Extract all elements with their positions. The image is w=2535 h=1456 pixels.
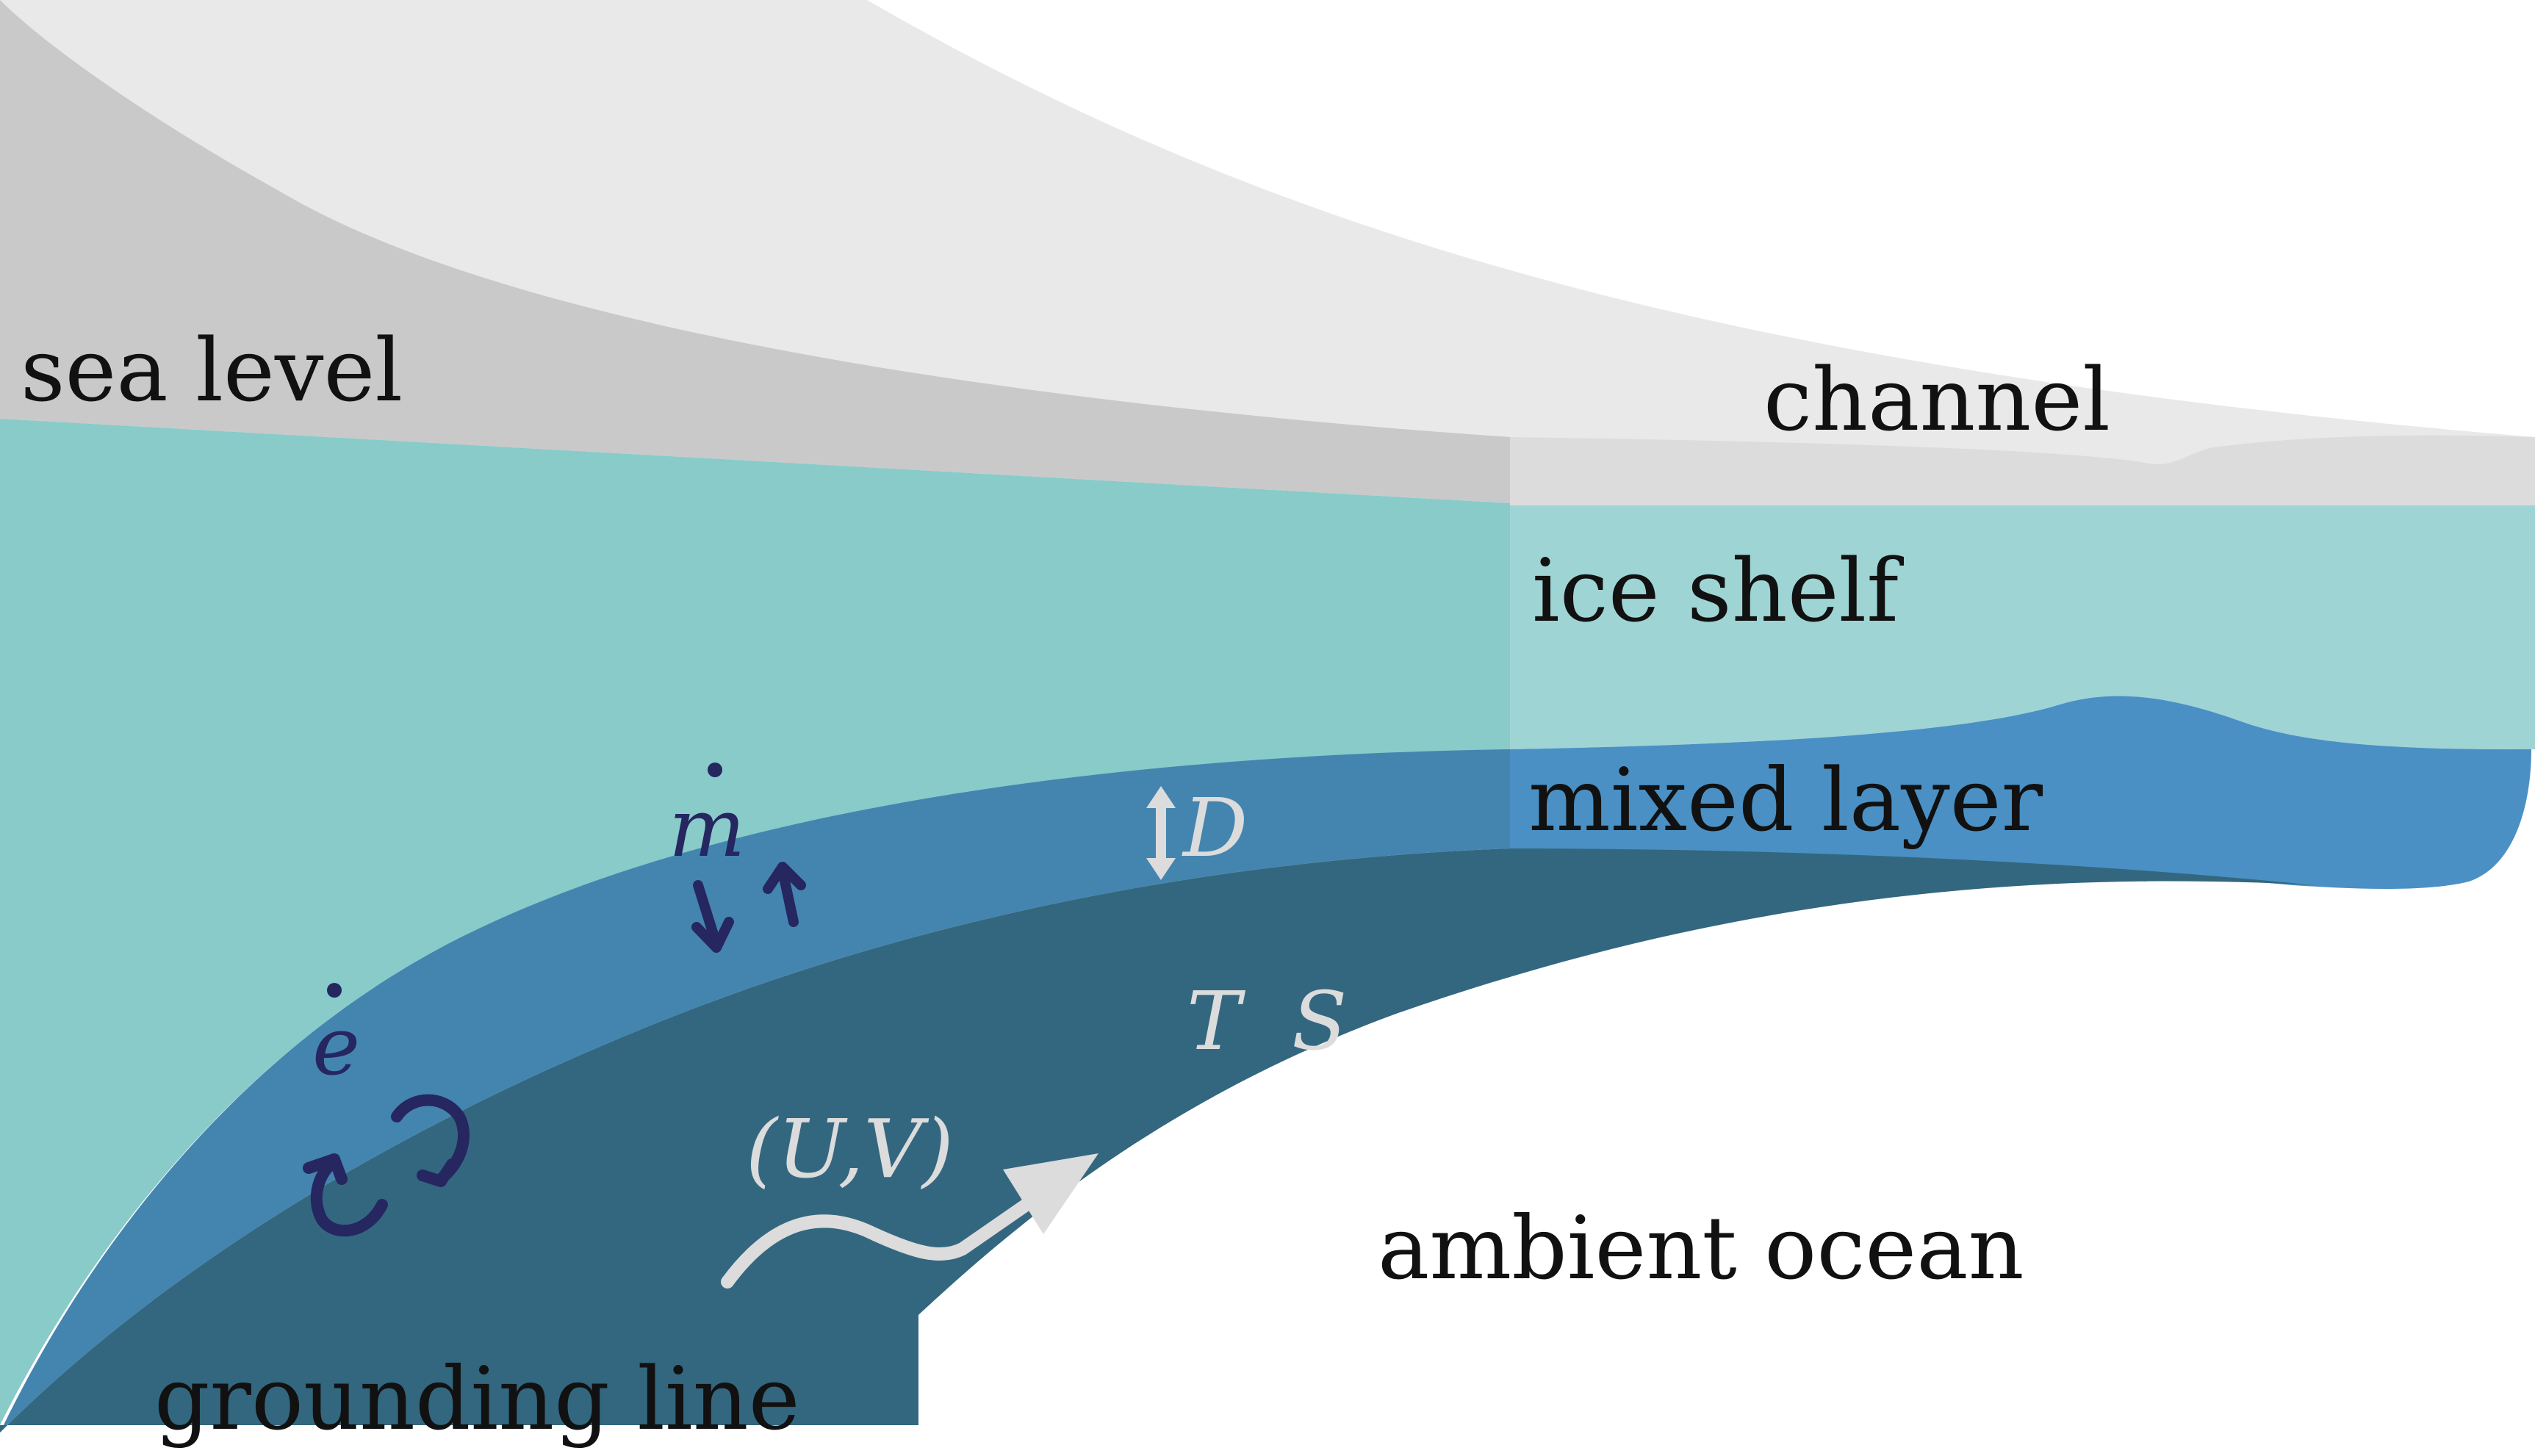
- salinity-symbol: S: [1292, 974, 1347, 1068]
- melt-rate-dot: [708, 763, 722, 777]
- deep-layer: [0, 848, 2315, 1432]
- label-ambient-ocean: ambient ocean: [1378, 1197, 2024, 1299]
- velocity-symbol: (U,V): [746, 1102, 954, 1196]
- label-mixed-layer: mixed layer: [1528, 749, 2043, 851]
- grounded-ice-grey: [0, 0, 1510, 503]
- melt-rate-arrows-icon: [691, 862, 806, 953]
- thickness-double-arrow-icon: [1146, 786, 1176, 880]
- melt-rate-symbol: m: [669, 781, 745, 875]
- thickness-symbol: D: [1182, 781, 1248, 875]
- ice-shelf-region: [1510, 505, 2535, 749]
- mixed-layer-right: [1510, 696, 2531, 889]
- ocean-water: [0, 419, 1510, 1425]
- velocity-flow-arrow-icon: [721, 1153, 1098, 1289]
- entrainment-rate-symbol: e: [312, 999, 360, 1093]
- label-channel: channel: [1763, 349, 2110, 450]
- label-sea-level: sea level: [21, 320, 403, 421]
- label-ice-shelf: ice shelf: [1532, 540, 1904, 641]
- entrainment-rate-dot: [327, 983, 342, 998]
- channel-ice: [1510, 435, 2535, 507]
- temperature-symbol: T: [1187, 974, 1246, 1068]
- mixed-layer-left: [0, 749, 1510, 1432]
- entrainment-circulation-icon: [303, 1094, 470, 1237]
- label-grounding-line: grounding line: [154, 1348, 800, 1449]
